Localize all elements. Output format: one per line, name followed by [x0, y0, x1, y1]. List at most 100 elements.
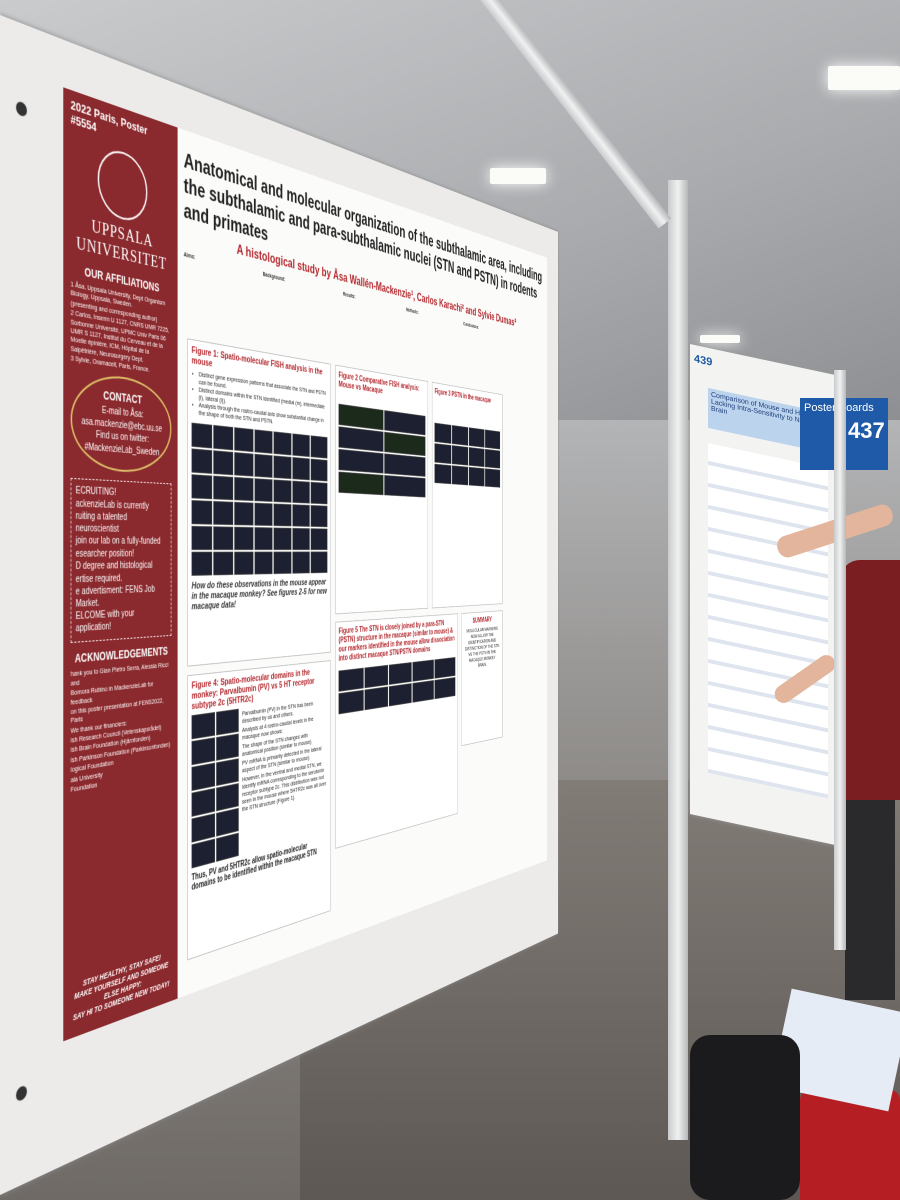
- backpack: [690, 1035, 800, 1200]
- image-tile: [311, 528, 328, 550]
- image-tile: [192, 552, 213, 576]
- image-tile: [389, 662, 412, 685]
- image-tile: [192, 500, 213, 525]
- image-tile: [339, 472, 384, 496]
- image-tile: [452, 445, 468, 465]
- intro-label: Background:: [263, 272, 285, 283]
- image-tile: [216, 709, 239, 736]
- recruiting-line: esearcher position!: [76, 549, 167, 561]
- image-tile: [412, 680, 434, 703]
- image-tile: [293, 433, 310, 457]
- image-tile: [234, 452, 253, 476]
- figure-question: How do these observations in the mouse a…: [192, 577, 328, 612]
- contact: CONTACT E-mail to Åsa: asa.mackenzie@ebc.…: [71, 370, 172, 475]
- intro-label: Aims:: [184, 252, 196, 261]
- image-tile: [485, 430, 500, 450]
- image-tile: [216, 758, 239, 786]
- image-tile: [485, 468, 500, 487]
- image-tile: [192, 712, 216, 739]
- image-tile: [339, 668, 364, 692]
- ceiling-light: [490, 168, 546, 184]
- board-hole: [16, 100, 27, 117]
- image-tile: [254, 429, 272, 453]
- visitor-arm: [771, 652, 839, 707]
- recruiting: ECRUITING! ackenzieLab is currently ruitin…: [71, 478, 172, 643]
- image-tile: [384, 453, 425, 476]
- image-tile: [216, 833, 239, 862]
- acknowledgements: hank you to Gian Pietro Serra, Alessia R…: [71, 661, 172, 794]
- image-tile: [293, 528, 310, 550]
- figure-3: Figure 3 PSTN in the macaque: [432, 382, 503, 608]
- image-tile: [435, 443, 452, 464]
- image-tile: [254, 454, 272, 478]
- image-tile: [213, 501, 233, 525]
- image-tile: [452, 425, 468, 446]
- visitor-legs: [845, 800, 895, 1000]
- image-tile: [192, 448, 213, 473]
- image-tile: [234, 427, 253, 452]
- image-tile: [254, 552, 272, 575]
- recruiting-line: ELCOME with your application!: [76, 607, 167, 635]
- university-seal: [98, 144, 148, 226]
- image-tile: [339, 426, 384, 452]
- image-tile: [435, 423, 452, 444]
- image-tile: [293, 552, 310, 574]
- image-tile: [234, 502, 253, 526]
- image-tile: [274, 528, 292, 550]
- image-tile: [311, 459, 328, 482]
- image-tile: [293, 457, 310, 480]
- figure-text: Parvalbumin (PV) in the STN has been des…: [242, 696, 327, 855]
- image-tile: [311, 505, 328, 527]
- ceiling-light: [700, 335, 740, 343]
- figure-image: [192, 709, 239, 869]
- poster-tag: 2022 Paris, Poster #5554: [71, 97, 172, 158]
- image-tile: [412, 660, 434, 682]
- image-tile: [364, 665, 388, 688]
- image-tile: [213, 450, 233, 475]
- recruiting-line: e advertisment: FENS Job Market.: [76, 585, 167, 611]
- image-tile: [254, 478, 272, 502]
- board-pole: [834, 370, 846, 950]
- figure-5: Figure 5 The STN is closely joined by a …: [335, 613, 458, 848]
- ceiling-light: [828, 66, 900, 90]
- image-tile: [469, 427, 485, 447]
- visitor: [760, 480, 900, 1020]
- image-tile: [389, 683, 412, 706]
- image-tile: [192, 788, 216, 817]
- image-tile: [311, 482, 328, 504]
- image-tile: [254, 527, 272, 550]
- image-tile: [234, 552, 253, 575]
- image-tile: [485, 449, 500, 469]
- image-tile: [384, 475, 425, 497]
- image-tile: [192, 839, 216, 869]
- neighbor-number: 439: [694, 353, 712, 369]
- image-tile: [192, 474, 213, 499]
- figure-image: [339, 657, 456, 714]
- recruiting-line: D degree and histological: [76, 561, 167, 574]
- image-tile: [435, 464, 452, 484]
- figure-2: Figure 2 Comparative FISH analysis: Mous…: [335, 365, 428, 615]
- image-tile: [213, 425, 233, 450]
- summary-text: MOLECULAR MARKERS NOW ALLOW THE IDENTIFI…: [464, 625, 500, 670]
- image-tile: [192, 737, 216, 765]
- recruiting-line: join our lab on a fully-funded: [76, 536, 167, 548]
- figure-title: Figure 5 The STN is closely joined by a …: [339, 618, 456, 663]
- image-tile: [364, 686, 388, 710]
- image-tile: [216, 783, 239, 811]
- image-tile: [254, 503, 272, 526]
- figure-image: [192, 423, 328, 576]
- image-tile: [192, 763, 216, 791]
- figure-image: [339, 404, 426, 498]
- intro-label: Results:: [343, 292, 355, 300]
- image-tile: [213, 526, 233, 550]
- image-tile: [435, 677, 456, 699]
- image-tile: [213, 552, 233, 576]
- visitor-shirt: [840, 560, 900, 800]
- sidebar-footer: STAY HEALTHY, STAY SAFE! MAKE YOURSELF AN…: [69, 947, 172, 1025]
- image-tile: [469, 447, 485, 467]
- image-tile: [274, 431, 292, 455]
- intro-label: Methods:: [406, 308, 418, 316]
- summary-heading: SUMMARY: [464, 615, 500, 626]
- image-tile: [192, 526, 213, 550]
